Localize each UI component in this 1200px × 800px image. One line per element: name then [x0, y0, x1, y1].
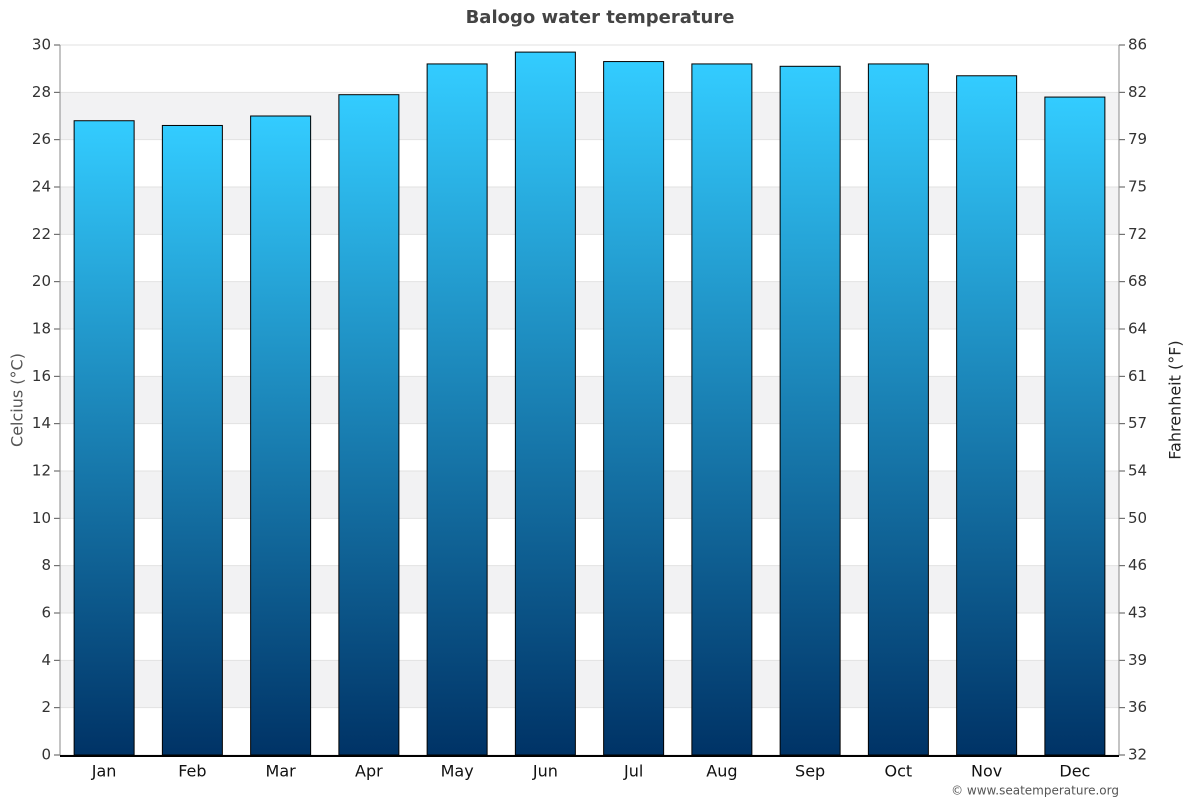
y-tick-label: 0: [41, 746, 51, 764]
y-tick-label: 28: [32, 83, 51, 101]
bar: [956, 75, 1018, 756]
y2-tick-label: 75: [1128, 178, 1147, 196]
y-tick-label: 20: [32, 272, 51, 290]
y2-tick-label: 72: [1128, 225, 1147, 243]
y2-tick-label: 57: [1128, 414, 1147, 432]
y2-tick-label: 86: [1128, 36, 1147, 54]
bands: [60, 92, 1119, 708]
bar: [250, 115, 312, 756]
bar: [161, 124, 223, 756]
bar: [426, 63, 488, 756]
y2-tick-label: 39: [1128, 651, 1147, 669]
grid-band: [60, 471, 1119, 519]
bar: [338, 94, 400, 756]
y2-tick-label: 82: [1128, 83, 1147, 101]
y-tick-label: 2: [41, 698, 51, 716]
y2-tick-label: 79: [1128, 130, 1147, 148]
y-tick-label: 24: [32, 178, 51, 196]
y-tick-label: 12: [32, 462, 51, 480]
x-tick-label: Jan: [91, 762, 117, 781]
x-tick-label: Sep: [795, 762, 825, 781]
grid-band: [60, 281, 1119, 329]
grid-band: [60, 187, 1119, 235]
x-tick-label: Aug: [706, 762, 737, 781]
y-tick-label: 10: [32, 509, 51, 527]
grid-band: [60, 92, 1119, 140]
grid-band: [60, 660, 1119, 708]
x-tick-label: May: [441, 762, 474, 781]
y2-axis-label: Fahrenheit (°F): [1166, 340, 1185, 459]
y2-tick-label: 46: [1128, 556, 1147, 574]
x-tick-label: Feb: [178, 762, 206, 781]
y-tick-label: 26: [32, 130, 51, 148]
bar: [603, 61, 665, 756]
y2-tick-label: 32: [1128, 746, 1147, 764]
bar: [1044, 96, 1106, 756]
chart-title: Balogo water temperature: [466, 7, 735, 28]
y-tick-label: 4: [41, 651, 51, 669]
y-tick-label: 22: [32, 225, 51, 243]
grid-band: [60, 376, 1119, 424]
y-tick-label: 16: [32, 367, 51, 385]
y-tick-label: 8: [41, 556, 51, 574]
bar: [867, 63, 929, 756]
y-tick-label: 30: [32, 36, 51, 54]
bar: [73, 120, 135, 756]
x-tick-label: Jun: [532, 762, 558, 781]
x-tick-label: Jul: [623, 762, 643, 781]
y2-tick-label: 61: [1128, 367, 1147, 385]
x-tick-label: Apr: [355, 762, 383, 781]
y-tick-label: 14: [32, 414, 51, 432]
y2-tick-label: 50: [1128, 509, 1147, 527]
x-tick-label: Nov: [971, 762, 1002, 781]
bar: [779, 65, 841, 756]
credit: © www.seatemperature.org: [951, 784, 1119, 798]
y2-tick-label: 64: [1128, 320, 1147, 338]
x-tick-label: Dec: [1059, 762, 1090, 781]
x-tick-label: Oct: [885, 762, 913, 781]
y-axis-label: Celcius (°C): [8, 353, 27, 447]
bar: [691, 63, 753, 756]
y2-tick-label: 68: [1128, 272, 1147, 290]
grid-band: [60, 565, 1119, 613]
y2-tick-label: 43: [1128, 604, 1147, 622]
y2-tick-label: 54: [1128, 462, 1147, 480]
y2-tick-label: 36: [1128, 698, 1147, 716]
bar: [514, 51, 576, 756]
y-tick-label: 18: [32, 320, 51, 338]
y-tick-label: 6: [41, 604, 51, 622]
x-tick-label: Mar: [266, 762, 297, 781]
